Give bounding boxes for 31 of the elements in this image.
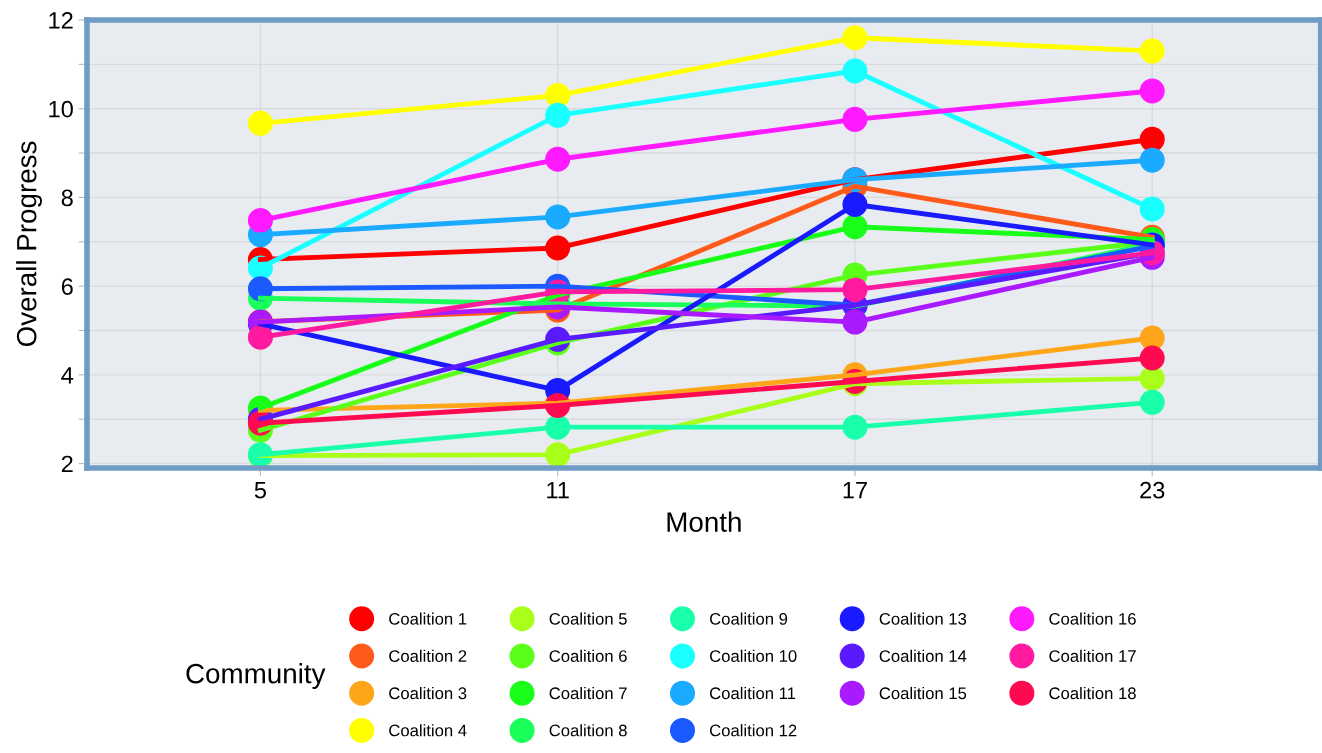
legend-label: Coalition 16 — [1049, 612, 1136, 625]
legend-label: Coalition 3 — [389, 686, 467, 700]
x-tick-label: 5 — [254, 482, 266, 499]
legend-label: Coalition 17 — [1049, 649, 1136, 662]
x-tick-label: 23 — [1140, 481, 1165, 499]
legend-label: Coalition 11 — [710, 686, 796, 700]
y-axis-title: Overall Progress — [16, 141, 42, 347]
legend-label: Coalition 2 — [389, 649, 467, 662]
legend-label: Coalition 5 — [549, 612, 627, 625]
legend-label: Coalition 4 — [389, 724, 467, 737]
legend-label: Coalition 15 — [879, 686, 967, 700]
y-tick-label: 8 — [61, 189, 73, 207]
legend-label: Coalition 9 — [710, 612, 788, 625]
legend-label: Coalition 1 — [389, 612, 467, 625]
y-tick-label: 10 — [49, 100, 73, 118]
legend-label: Coalition 13 — [879, 612, 967, 625]
y-tick-label: 4 — [61, 367, 74, 384]
legend-label: Coalition 12 — [710, 724, 797, 737]
legend-label: Coalition 7 — [549, 686, 627, 700]
legend-label: Coalition 6 — [549, 649, 627, 662]
legend-label: Coalition 18 — [1049, 686, 1136, 700]
y-tick-label: 6 — [61, 278, 73, 295]
legend-label: Coalition 14 — [879, 649, 967, 662]
x-axis-title: Month — [667, 511, 741, 532]
y-tick-label: 2 — [61, 455, 73, 473]
legend-label: Coalition 8 — [549, 724, 627, 737]
legend-title: Community — [186, 663, 326, 689]
legend-label: Coalition 10 — [710, 649, 797, 662]
y-tick-label: 12 — [49, 12, 73, 29]
x-tick-label: 17 — [843, 482, 867, 499]
x-tick-label: 11 — [547, 482, 569, 499]
